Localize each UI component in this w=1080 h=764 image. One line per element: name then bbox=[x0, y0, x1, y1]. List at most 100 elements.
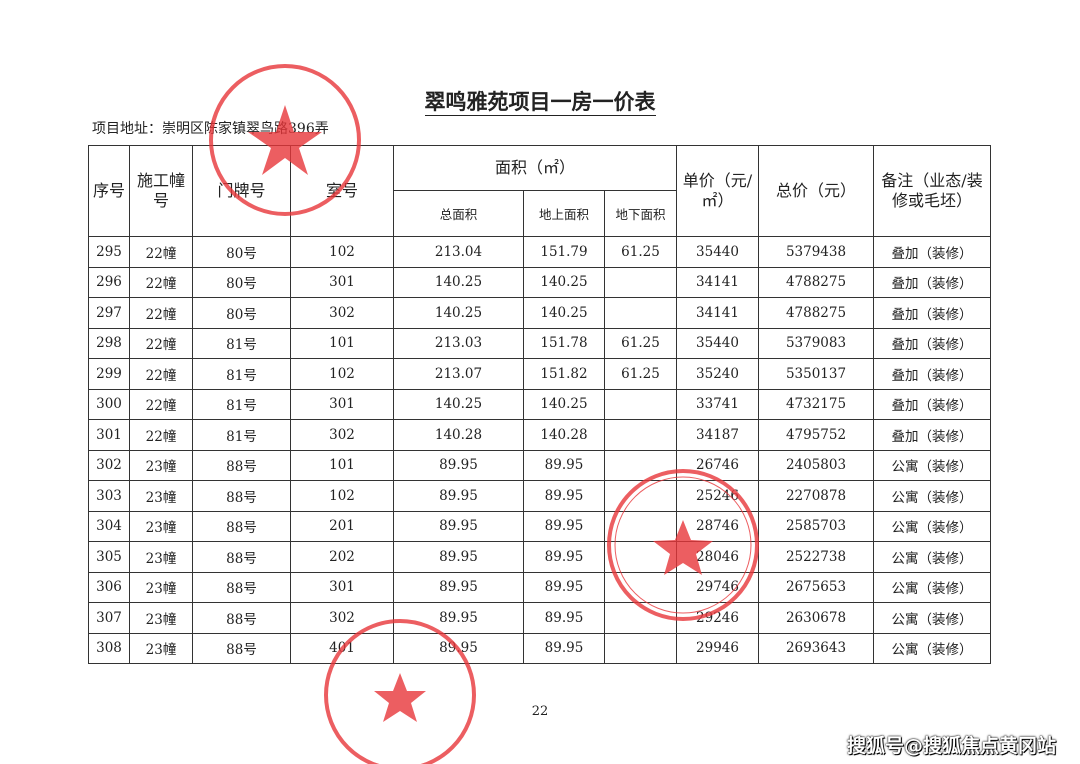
cell-seq: 299 bbox=[88, 358, 130, 390]
cell-remark: 公寓（装修） bbox=[873, 632, 991, 664]
cell-unit-price: 34187 bbox=[676, 419, 759, 451]
cell-total-price: 2522738 bbox=[758, 541, 874, 573]
cell-unit-price: 28046 bbox=[676, 541, 759, 573]
cell-door: 88号 bbox=[192, 571, 291, 603]
cell-remark: 叠加（装修） bbox=[873, 297, 991, 329]
cell-building: 23幢 bbox=[129, 480, 193, 512]
cell-seq: 304 bbox=[88, 510, 130, 542]
cell-room: 102 bbox=[290, 480, 394, 512]
table-row: 298 22幢 81号 101 213.03 151.78 61.25 35440 537908… bbox=[88, 327, 991, 359]
cell-room: 202 bbox=[290, 541, 394, 573]
cell-building: 22幢 bbox=[129, 297, 193, 329]
cell-door: 81号 bbox=[192, 358, 291, 390]
table-row: 296 22幢 80号 301 140.25 140.25 34141 4788275 叠加（装… bbox=[88, 266, 991, 298]
cell-seq: 308 bbox=[88, 632, 130, 664]
cell-remark: 公寓（装修） bbox=[873, 510, 991, 542]
cell-total-price: 4788275 bbox=[758, 266, 874, 298]
cell-room: 101 bbox=[290, 449, 394, 481]
cell-below-area bbox=[604, 541, 677, 573]
cell-door: 81号 bbox=[192, 419, 291, 451]
cell-above-area: 89.95 bbox=[523, 632, 605, 664]
cell-above-area: 89.95 bbox=[523, 480, 605, 512]
cell-total-area: 89.95 bbox=[393, 480, 524, 512]
cell-total-price: 4795752 bbox=[758, 419, 874, 451]
cell-total-area: 140.25 bbox=[393, 388, 524, 420]
cell-door: 80号 bbox=[192, 297, 291, 329]
cell-building: 22幢 bbox=[129, 358, 193, 390]
table-row: 301 22幢 81号 302 140.28 140.28 34187 4795752 叠加（装… bbox=[88, 419, 991, 451]
cell-total-price: 5379083 bbox=[758, 327, 874, 359]
document-title: 翠鸣雅苑项目一房一价表 bbox=[0, 86, 1080, 116]
cell-below-area bbox=[604, 419, 677, 451]
cell-above-area: 89.95 bbox=[523, 510, 605, 542]
cell-total-price: 2405803 bbox=[758, 449, 874, 481]
cell-door: 88号 bbox=[192, 632, 291, 664]
cell-total-area: 213.03 bbox=[393, 327, 524, 359]
header-unit-price: 单价（元/㎡） bbox=[676, 145, 759, 237]
cell-unit-price: 29746 bbox=[676, 571, 759, 603]
cell-room: 302 bbox=[290, 419, 394, 451]
cell-total-price: 2630678 bbox=[758, 602, 874, 634]
cell-door: 80号 bbox=[192, 236, 291, 268]
header-below-area: 地下面积 bbox=[604, 190, 677, 237]
cell-door: 80号 bbox=[192, 266, 291, 298]
cell-total-area: 89.95 bbox=[393, 541, 524, 573]
cell-remark: 公寓（装修） bbox=[873, 571, 991, 603]
cell-remark: 叠加（装修） bbox=[873, 327, 991, 359]
cell-below-area bbox=[604, 571, 677, 603]
cell-building: 23幢 bbox=[129, 602, 193, 634]
cell-above-area: 89.95 bbox=[523, 571, 605, 603]
header-area: 面积（㎡） bbox=[393, 145, 677, 191]
cell-total-price: 2585703 bbox=[758, 510, 874, 542]
cell-seq: 300 bbox=[88, 388, 130, 420]
cell-unit-price: 26746 bbox=[676, 449, 759, 481]
cell-door: 88号 bbox=[192, 541, 291, 573]
cell-seq: 306 bbox=[88, 571, 130, 603]
cell-remark: 叠加（装修） bbox=[873, 358, 991, 390]
cell-above-area: 151.79 bbox=[523, 236, 605, 268]
table-row: 295 22幢 80号 102 213.04 151.79 61.25 35440 537943… bbox=[88, 236, 991, 268]
cell-building: 22幢 bbox=[129, 327, 193, 359]
cell-building: 23幢 bbox=[129, 449, 193, 481]
cell-building: 22幢 bbox=[129, 236, 193, 268]
cell-total-area: 140.25 bbox=[393, 297, 524, 329]
project-address: 项目地址：崇明区陈家镇翠鸟路396弄 bbox=[92, 121, 329, 137]
cell-room: 201 bbox=[290, 510, 394, 542]
table-row: 303 23幢 88号 102 89.95 89.95 25246 2270878 公寓（装修） bbox=[88, 480, 991, 512]
cell-room: 302 bbox=[290, 602, 394, 634]
cell-room: 301 bbox=[290, 571, 394, 603]
cell-total-price: 4788275 bbox=[758, 297, 874, 329]
cell-unit-price: 28746 bbox=[676, 510, 759, 542]
table-row: 305 23幢 88号 202 89.95 89.95 28046 2522738 公寓（装修） bbox=[88, 541, 991, 573]
cell-remark: 公寓（装修） bbox=[873, 541, 991, 573]
table-row: 299 22幢 81号 102 213.07 151.82 61.25 35240 535013… bbox=[88, 358, 991, 390]
header-total-price: 总价（元） bbox=[758, 145, 874, 237]
cell-total-area: 140.28 bbox=[393, 419, 524, 451]
cell-below-area: 61.25 bbox=[604, 358, 677, 390]
cell-total-area: 213.04 bbox=[393, 236, 524, 268]
cell-seq: 307 bbox=[88, 602, 130, 634]
cell-unit-price: 35440 bbox=[676, 327, 759, 359]
table-row: 304 23幢 88号 201 89.95 89.95 28746 2585703 公寓（装修） bbox=[88, 510, 991, 542]
cell-below-area bbox=[604, 510, 677, 542]
cell-building: 23幢 bbox=[129, 541, 193, 573]
cell-remark: 叠加（装修） bbox=[873, 388, 991, 420]
cell-building: 23幢 bbox=[129, 571, 193, 603]
header-total-area: 总面积 bbox=[393, 190, 524, 237]
cell-remark: 公寓（装修） bbox=[873, 602, 991, 634]
header-above-area: 地上面积 bbox=[523, 190, 605, 237]
cell-unit-price: 29946 bbox=[676, 632, 759, 664]
cell-below-area bbox=[604, 297, 677, 329]
cell-door: 88号 bbox=[192, 510, 291, 542]
title-text: 翠鸣雅苑项目一房一价表 bbox=[424, 89, 656, 116]
cell-total-area: 89.95 bbox=[393, 602, 524, 634]
cell-total-area: 213.07 bbox=[393, 358, 524, 390]
cell-above-area: 89.95 bbox=[523, 449, 605, 481]
cell-below-area bbox=[604, 632, 677, 664]
cell-below-area bbox=[604, 449, 677, 481]
cell-below-area bbox=[604, 602, 677, 634]
cell-door: 88号 bbox=[192, 602, 291, 634]
cell-door: 81号 bbox=[192, 388, 291, 420]
cell-seq: 297 bbox=[88, 297, 130, 329]
